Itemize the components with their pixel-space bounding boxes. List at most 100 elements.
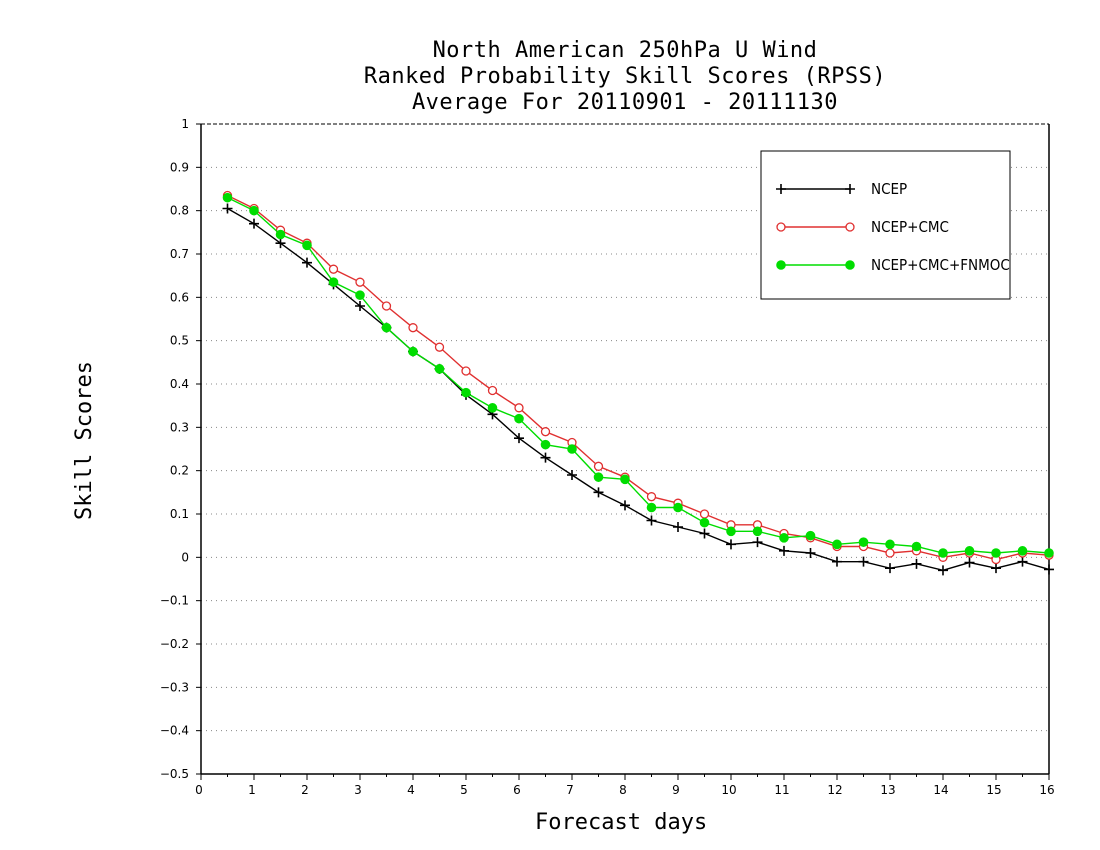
data-point	[885, 548, 895, 558]
data-point	[964, 557, 975, 568]
y-tick-label: 0.9	[170, 160, 189, 174]
data-point	[779, 533, 789, 543]
data-point	[249, 205, 259, 216]
data-point	[646, 502, 657, 513]
data-point	[593, 487, 604, 498]
data-point	[805, 548, 816, 558]
y-tick-label: 0.1	[170, 507, 189, 521]
data-point	[699, 528, 710, 539]
data-point	[752, 526, 763, 537]
chart-title-line-2: Ranked Probability Skill Scores (RPSS)	[363, 64, 887, 89]
y-tick-label: −0.1	[160, 594, 189, 608]
legend-box	[760, 150, 1011, 300]
data-point	[1044, 564, 1054, 575]
data-point	[858, 537, 869, 547]
data-point	[302, 257, 312, 268]
x-tick-label: 2	[301, 783, 309, 797]
data-point	[832, 539, 842, 550]
data-point	[646, 515, 657, 526]
x-tick-label: 7	[566, 783, 574, 797]
x-tick-label: 8	[619, 783, 627, 797]
x-axis-label: Forecast days	[535, 810, 708, 835]
data-point	[1017, 556, 1028, 567]
x-tick-label: 10	[721, 783, 736, 797]
legend-label: NCEP+CMC	[871, 218, 949, 236]
y-tick-label: 0.6	[170, 290, 189, 304]
data-point	[355, 301, 365, 311]
data-point	[434, 342, 445, 352]
data-point	[355, 277, 365, 287]
data-point	[646, 492, 657, 502]
data-point	[567, 444, 577, 454]
data-point	[620, 500, 630, 511]
data-point	[567, 470, 577, 480]
data-point	[1044, 548, 1054, 558]
data-point	[434, 364, 445, 374]
data-point	[673, 522, 683, 532]
data-point	[408, 346, 418, 357]
data-point	[249, 218, 259, 229]
y-tick-label: 0.8	[170, 204, 189, 218]
data-point	[328, 264, 339, 274]
data-point	[514, 433, 524, 444]
data-point	[593, 472, 604, 482]
data-point	[885, 563, 895, 574]
data-point	[355, 290, 365, 300]
legend-marker	[845, 260, 855, 270]
legend-marker	[845, 222, 855, 232]
data-point	[222, 203, 233, 214]
data-point	[964, 546, 975, 556]
data-point	[540, 452, 551, 463]
data-point	[381, 301, 392, 311]
data-point	[514, 413, 524, 424]
y-tick-label: −0.4	[160, 724, 189, 738]
data-point	[911, 558, 922, 569]
legend-marker	[776, 222, 786, 232]
data-point	[461, 366, 471, 376]
data-point	[832, 556, 842, 567]
data-point	[275, 229, 286, 240]
data-point	[540, 427, 551, 437]
data-point	[726, 526, 736, 537]
y-tick-label: 1	[181, 117, 189, 131]
data-point	[858, 556, 869, 567]
y-tick-label: −0.3	[160, 680, 189, 694]
data-point	[540, 439, 551, 450]
x-tick-label: 12	[827, 783, 842, 797]
x-tick-label: 1	[248, 783, 256, 797]
data-point	[275, 238, 286, 249]
data-point	[938, 548, 948, 558]
y-axis-label: Skill Scores	[72, 361, 97, 520]
data-point	[779, 545, 789, 556]
y-tick-label: 0.2	[170, 464, 189, 478]
x-tick-label: 14	[933, 783, 948, 797]
data-point	[991, 563, 1001, 574]
data-point	[1017, 546, 1028, 556]
legend-label: NCEP+CMC+FNMOC	[871, 256, 1010, 274]
data-point	[461, 387, 471, 398]
data-point	[699, 517, 710, 528]
y-tick-label: 0.4	[170, 377, 189, 391]
data-point	[885, 539, 895, 550]
x-tick-label: 11	[774, 783, 789, 797]
data-point	[408, 323, 418, 333]
data-point	[514, 403, 524, 413]
data-point	[938, 565, 948, 576]
data-point	[991, 548, 1001, 558]
x-tick-label: 0	[195, 783, 203, 797]
data-point	[593, 461, 604, 471]
data-point	[302, 240, 312, 251]
data-point	[726, 539, 736, 550]
data-point	[328, 277, 339, 287]
y-tick-label: 0.3	[170, 420, 189, 434]
y-tick-label: 0.7	[170, 247, 189, 261]
y-tick-label: 0.5	[170, 334, 189, 348]
legend-marker	[776, 260, 786, 270]
data-point	[699, 509, 710, 519]
data-point	[673, 502, 683, 513]
legend-marker	[845, 184, 855, 194]
legend-label: NCEP	[871, 180, 907, 198]
data-point	[222, 192, 233, 203]
data-point	[381, 322, 392, 333]
